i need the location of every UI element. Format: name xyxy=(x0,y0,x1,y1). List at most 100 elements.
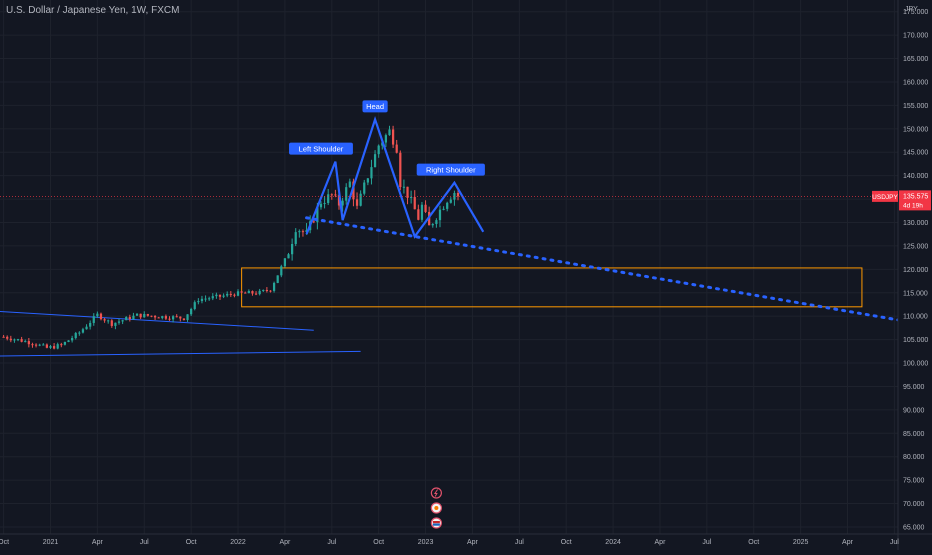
candle-body xyxy=(67,340,70,342)
candle-body xyxy=(135,313,139,316)
candle-body xyxy=(157,317,160,319)
price-tick-label: 80.000 xyxy=(903,454,925,461)
price-tick-label: 140.000 xyxy=(903,173,928,180)
candle xyxy=(291,238,294,261)
candle-body xyxy=(446,202,449,209)
time-tick-label: 2024 xyxy=(605,539,621,546)
candle-body xyxy=(438,209,442,221)
candle xyxy=(456,189,460,201)
candle xyxy=(38,343,41,347)
candle-body xyxy=(312,221,315,223)
candle-body xyxy=(146,314,149,316)
candle-body xyxy=(384,135,388,143)
time-tick-label: Oct xyxy=(373,539,384,546)
candle-body xyxy=(99,313,103,320)
price-axis-panel xyxy=(898,0,932,550)
candle xyxy=(92,313,95,326)
candle-body xyxy=(294,232,297,244)
price-tick-label: 65.000 xyxy=(903,524,925,531)
price-tick-label: 130.000 xyxy=(903,220,928,227)
time-tick-label: Apr xyxy=(279,539,291,546)
candle xyxy=(363,179,366,196)
candle-body xyxy=(251,291,254,294)
candle xyxy=(319,201,323,210)
event-flash-icon xyxy=(430,487,442,499)
candle-body xyxy=(456,192,460,197)
candle xyxy=(254,291,258,296)
candle-body xyxy=(6,336,9,339)
candle xyxy=(388,125,391,136)
candle xyxy=(20,336,23,343)
candle-body xyxy=(2,336,5,338)
candle-body xyxy=(406,186,409,198)
candle xyxy=(81,327,85,334)
candle-body xyxy=(417,209,420,220)
candle-body xyxy=(74,333,77,339)
head-and-shoulders-zigzag xyxy=(305,115,485,239)
candle xyxy=(298,229,301,238)
candle xyxy=(431,223,434,228)
time-tick-label: Apr xyxy=(842,539,854,546)
candle xyxy=(182,318,186,321)
price-tick-label: 125.000 xyxy=(903,243,928,250)
support-zone-rect xyxy=(241,267,863,308)
price-tick-label: 100.000 xyxy=(903,361,928,368)
candle-body xyxy=(420,204,424,220)
candle-body xyxy=(143,314,146,318)
candle-body xyxy=(186,314,189,320)
pattern-label: Left Shoulder xyxy=(289,142,353,155)
candle-body xyxy=(244,292,247,294)
pattern-label-box xyxy=(416,163,485,176)
time-tick-label: 2025 xyxy=(793,539,809,546)
candle xyxy=(236,289,240,297)
candle-body xyxy=(103,319,106,321)
candle xyxy=(78,331,81,336)
candle-body xyxy=(211,296,214,299)
candle-body xyxy=(56,344,59,349)
symbol-badge: USDJPY xyxy=(872,190,898,202)
candle-body xyxy=(117,321,121,323)
candle xyxy=(107,319,110,324)
candle-body xyxy=(78,332,81,334)
candle xyxy=(355,192,359,210)
candle-body xyxy=(442,208,445,210)
candle-body xyxy=(291,243,294,255)
pattern-label-box xyxy=(362,100,388,113)
candle xyxy=(269,290,272,293)
time-tick-label: Oct xyxy=(186,539,197,546)
candle xyxy=(262,289,265,293)
candle-body xyxy=(60,344,63,346)
time-tick-label: Oct xyxy=(0,539,9,546)
candle-body xyxy=(391,129,395,145)
candle-body xyxy=(265,289,268,291)
candle-body xyxy=(150,315,153,317)
price-tick-label: 115.000 xyxy=(903,290,928,297)
time-tick-label: Jul xyxy=(327,539,336,546)
candle-body xyxy=(327,194,330,203)
candle xyxy=(171,315,175,323)
candle-body xyxy=(402,186,406,188)
candle xyxy=(132,312,135,320)
candle-body xyxy=(121,320,124,322)
candle-body xyxy=(179,316,182,319)
price-tick-label: 145.000 xyxy=(903,150,928,157)
candle xyxy=(60,342,63,348)
candle xyxy=(222,293,225,299)
candle xyxy=(420,201,424,223)
candle-body xyxy=(413,197,416,210)
price-tick-label: 90.000 xyxy=(903,407,925,414)
candle xyxy=(200,295,204,304)
candle-body xyxy=(42,344,45,346)
candle-body xyxy=(334,194,337,196)
candle xyxy=(258,288,261,296)
candle-body xyxy=(128,317,131,320)
trendline xyxy=(0,350,361,357)
candle xyxy=(211,293,214,301)
candle xyxy=(413,190,416,210)
candle xyxy=(348,178,351,188)
event-flag-stripe2 xyxy=(432,523,440,526)
candle xyxy=(128,314,131,322)
candle xyxy=(417,204,420,221)
time-tick-label: Jul xyxy=(515,539,524,546)
